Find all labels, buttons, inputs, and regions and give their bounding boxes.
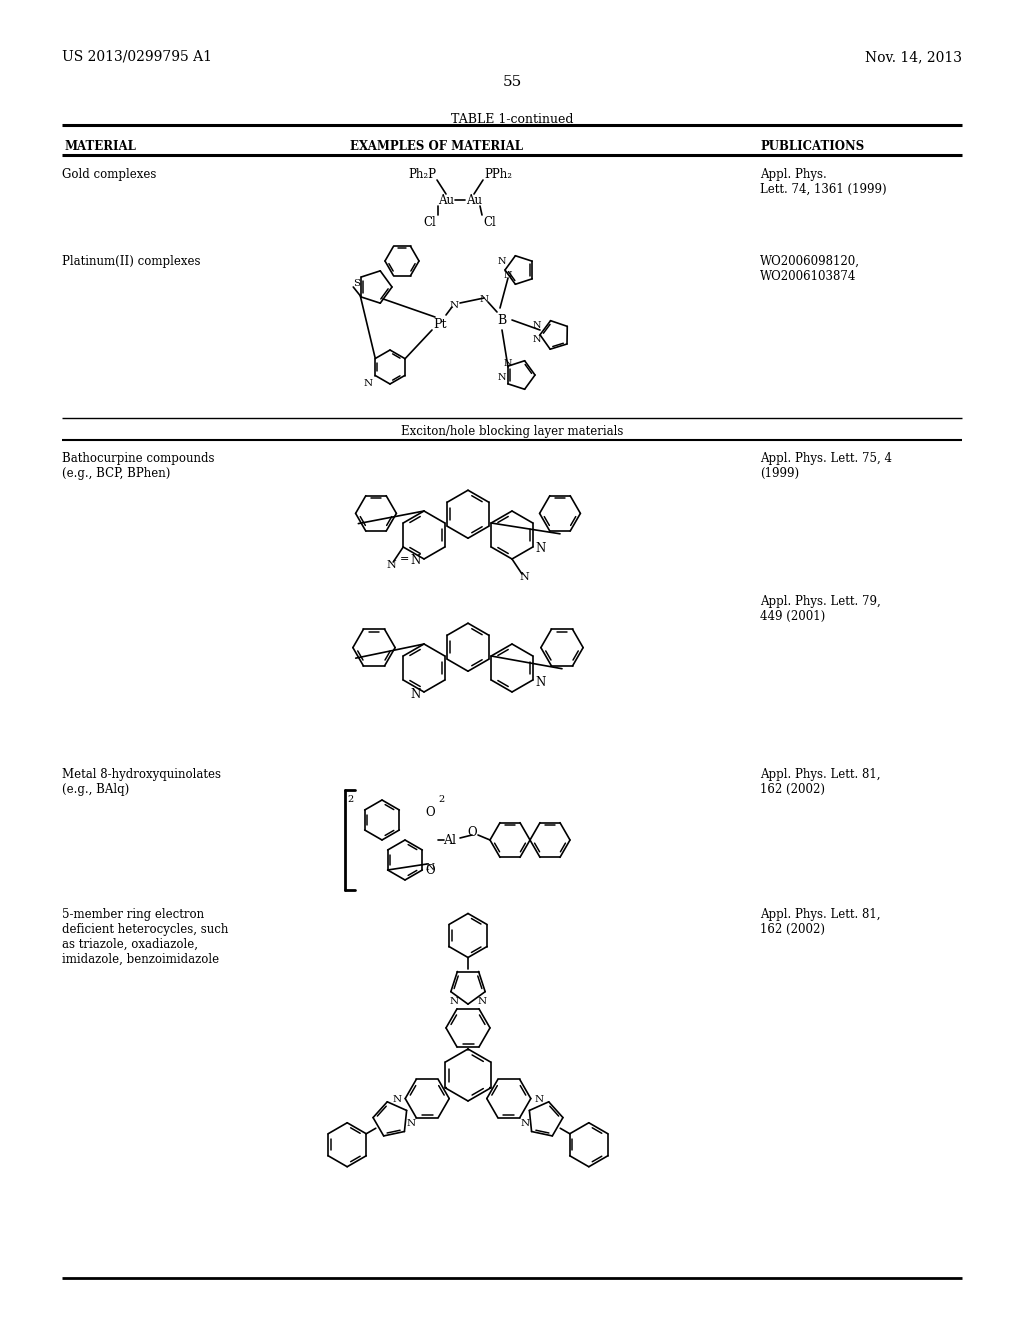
Text: 55: 55 bbox=[503, 75, 521, 88]
Text: Ph₂P: Ph₂P bbox=[408, 168, 436, 181]
Text: B: B bbox=[498, 314, 507, 326]
Text: Cl: Cl bbox=[424, 215, 436, 228]
Text: Appl. Phys. Lett. 81,
162 (2002): Appl. Phys. Lett. 81, 162 (2002) bbox=[760, 768, 881, 796]
Text: N: N bbox=[426, 863, 435, 873]
Text: N: N bbox=[364, 380, 373, 388]
Text: PPh₂: PPh₂ bbox=[484, 168, 512, 181]
Text: N: N bbox=[536, 543, 546, 556]
Text: O: O bbox=[467, 825, 477, 838]
Text: O: O bbox=[425, 805, 435, 818]
Text: EXAMPLES OF MATERIAL: EXAMPLES OF MATERIAL bbox=[350, 140, 523, 153]
Text: 5-member ring electron
deficient heterocycles, such
as triazole, oxadiazole,
imi: 5-member ring electron deficient heteroc… bbox=[62, 908, 228, 966]
Text: N: N bbox=[411, 688, 421, 701]
Text: Au: Au bbox=[438, 194, 454, 206]
Text: PUBLICATIONS: PUBLICATIONS bbox=[760, 140, 864, 153]
Text: N: N bbox=[411, 554, 421, 568]
Text: N: N bbox=[477, 997, 486, 1006]
Text: Exciton/hole blocking layer materials: Exciton/hole blocking layer materials bbox=[400, 425, 624, 438]
Text: N: N bbox=[498, 372, 506, 381]
Text: WO2006098120,
WO2006103874: WO2006098120, WO2006103874 bbox=[760, 255, 860, 282]
Text: Gold complexes: Gold complexes bbox=[62, 168, 157, 181]
Text: N: N bbox=[536, 676, 546, 689]
Text: N: N bbox=[498, 257, 506, 267]
Text: Appl. Phys. Lett. 81,
162 (2002): Appl. Phys. Lett. 81, 162 (2002) bbox=[760, 908, 881, 936]
Text: MATERIAL: MATERIAL bbox=[63, 140, 136, 153]
Text: Appl. Phys. Lett. 75, 4
(1999): Appl. Phys. Lett. 75, 4 (1999) bbox=[760, 451, 892, 480]
Text: N: N bbox=[519, 572, 528, 582]
Text: N: N bbox=[504, 271, 512, 280]
Text: N: N bbox=[479, 296, 488, 305]
Text: Cl: Cl bbox=[483, 215, 497, 228]
Text: S: S bbox=[353, 280, 360, 289]
Text: Platinum(II) complexes: Platinum(II) complexes bbox=[62, 255, 201, 268]
Text: =: = bbox=[399, 554, 409, 564]
Text: Au: Au bbox=[466, 194, 482, 206]
Text: 2: 2 bbox=[438, 796, 444, 804]
Text: N: N bbox=[520, 1119, 529, 1129]
Text: Bathocurpine compounds
(e.g., BCP, BPhen): Bathocurpine compounds (e.g., BCP, BPhen… bbox=[62, 451, 214, 480]
Text: Al: Al bbox=[443, 833, 457, 846]
Text: TABLE 1-continued: TABLE 1-continued bbox=[451, 114, 573, 125]
Text: N: N bbox=[450, 997, 459, 1006]
Text: N: N bbox=[504, 359, 512, 367]
Text: O: O bbox=[425, 863, 435, 876]
Text: Appl. Phys.
Lett. 74, 1361 (1999): Appl. Phys. Lett. 74, 1361 (1999) bbox=[760, 168, 887, 195]
Text: Nov. 14, 2013: Nov. 14, 2013 bbox=[865, 50, 962, 63]
Text: Pt: Pt bbox=[433, 318, 446, 331]
Text: N: N bbox=[407, 1119, 416, 1129]
Text: N: N bbox=[535, 1096, 544, 1104]
Text: N: N bbox=[532, 335, 542, 345]
Text: N: N bbox=[450, 301, 459, 309]
Text: N: N bbox=[386, 560, 396, 570]
Text: US 2013/0299795 A1: US 2013/0299795 A1 bbox=[62, 50, 212, 63]
Text: N: N bbox=[532, 321, 542, 330]
Text: Appl. Phys. Lett. 79,
449 (2001): Appl. Phys. Lett. 79, 449 (2001) bbox=[760, 595, 881, 623]
Text: 2: 2 bbox=[347, 796, 353, 804]
Text: N: N bbox=[393, 1096, 401, 1104]
Text: Metal 8-hydroxyquinolates
(e.g., BAlq): Metal 8-hydroxyquinolates (e.g., BAlq) bbox=[62, 768, 221, 796]
